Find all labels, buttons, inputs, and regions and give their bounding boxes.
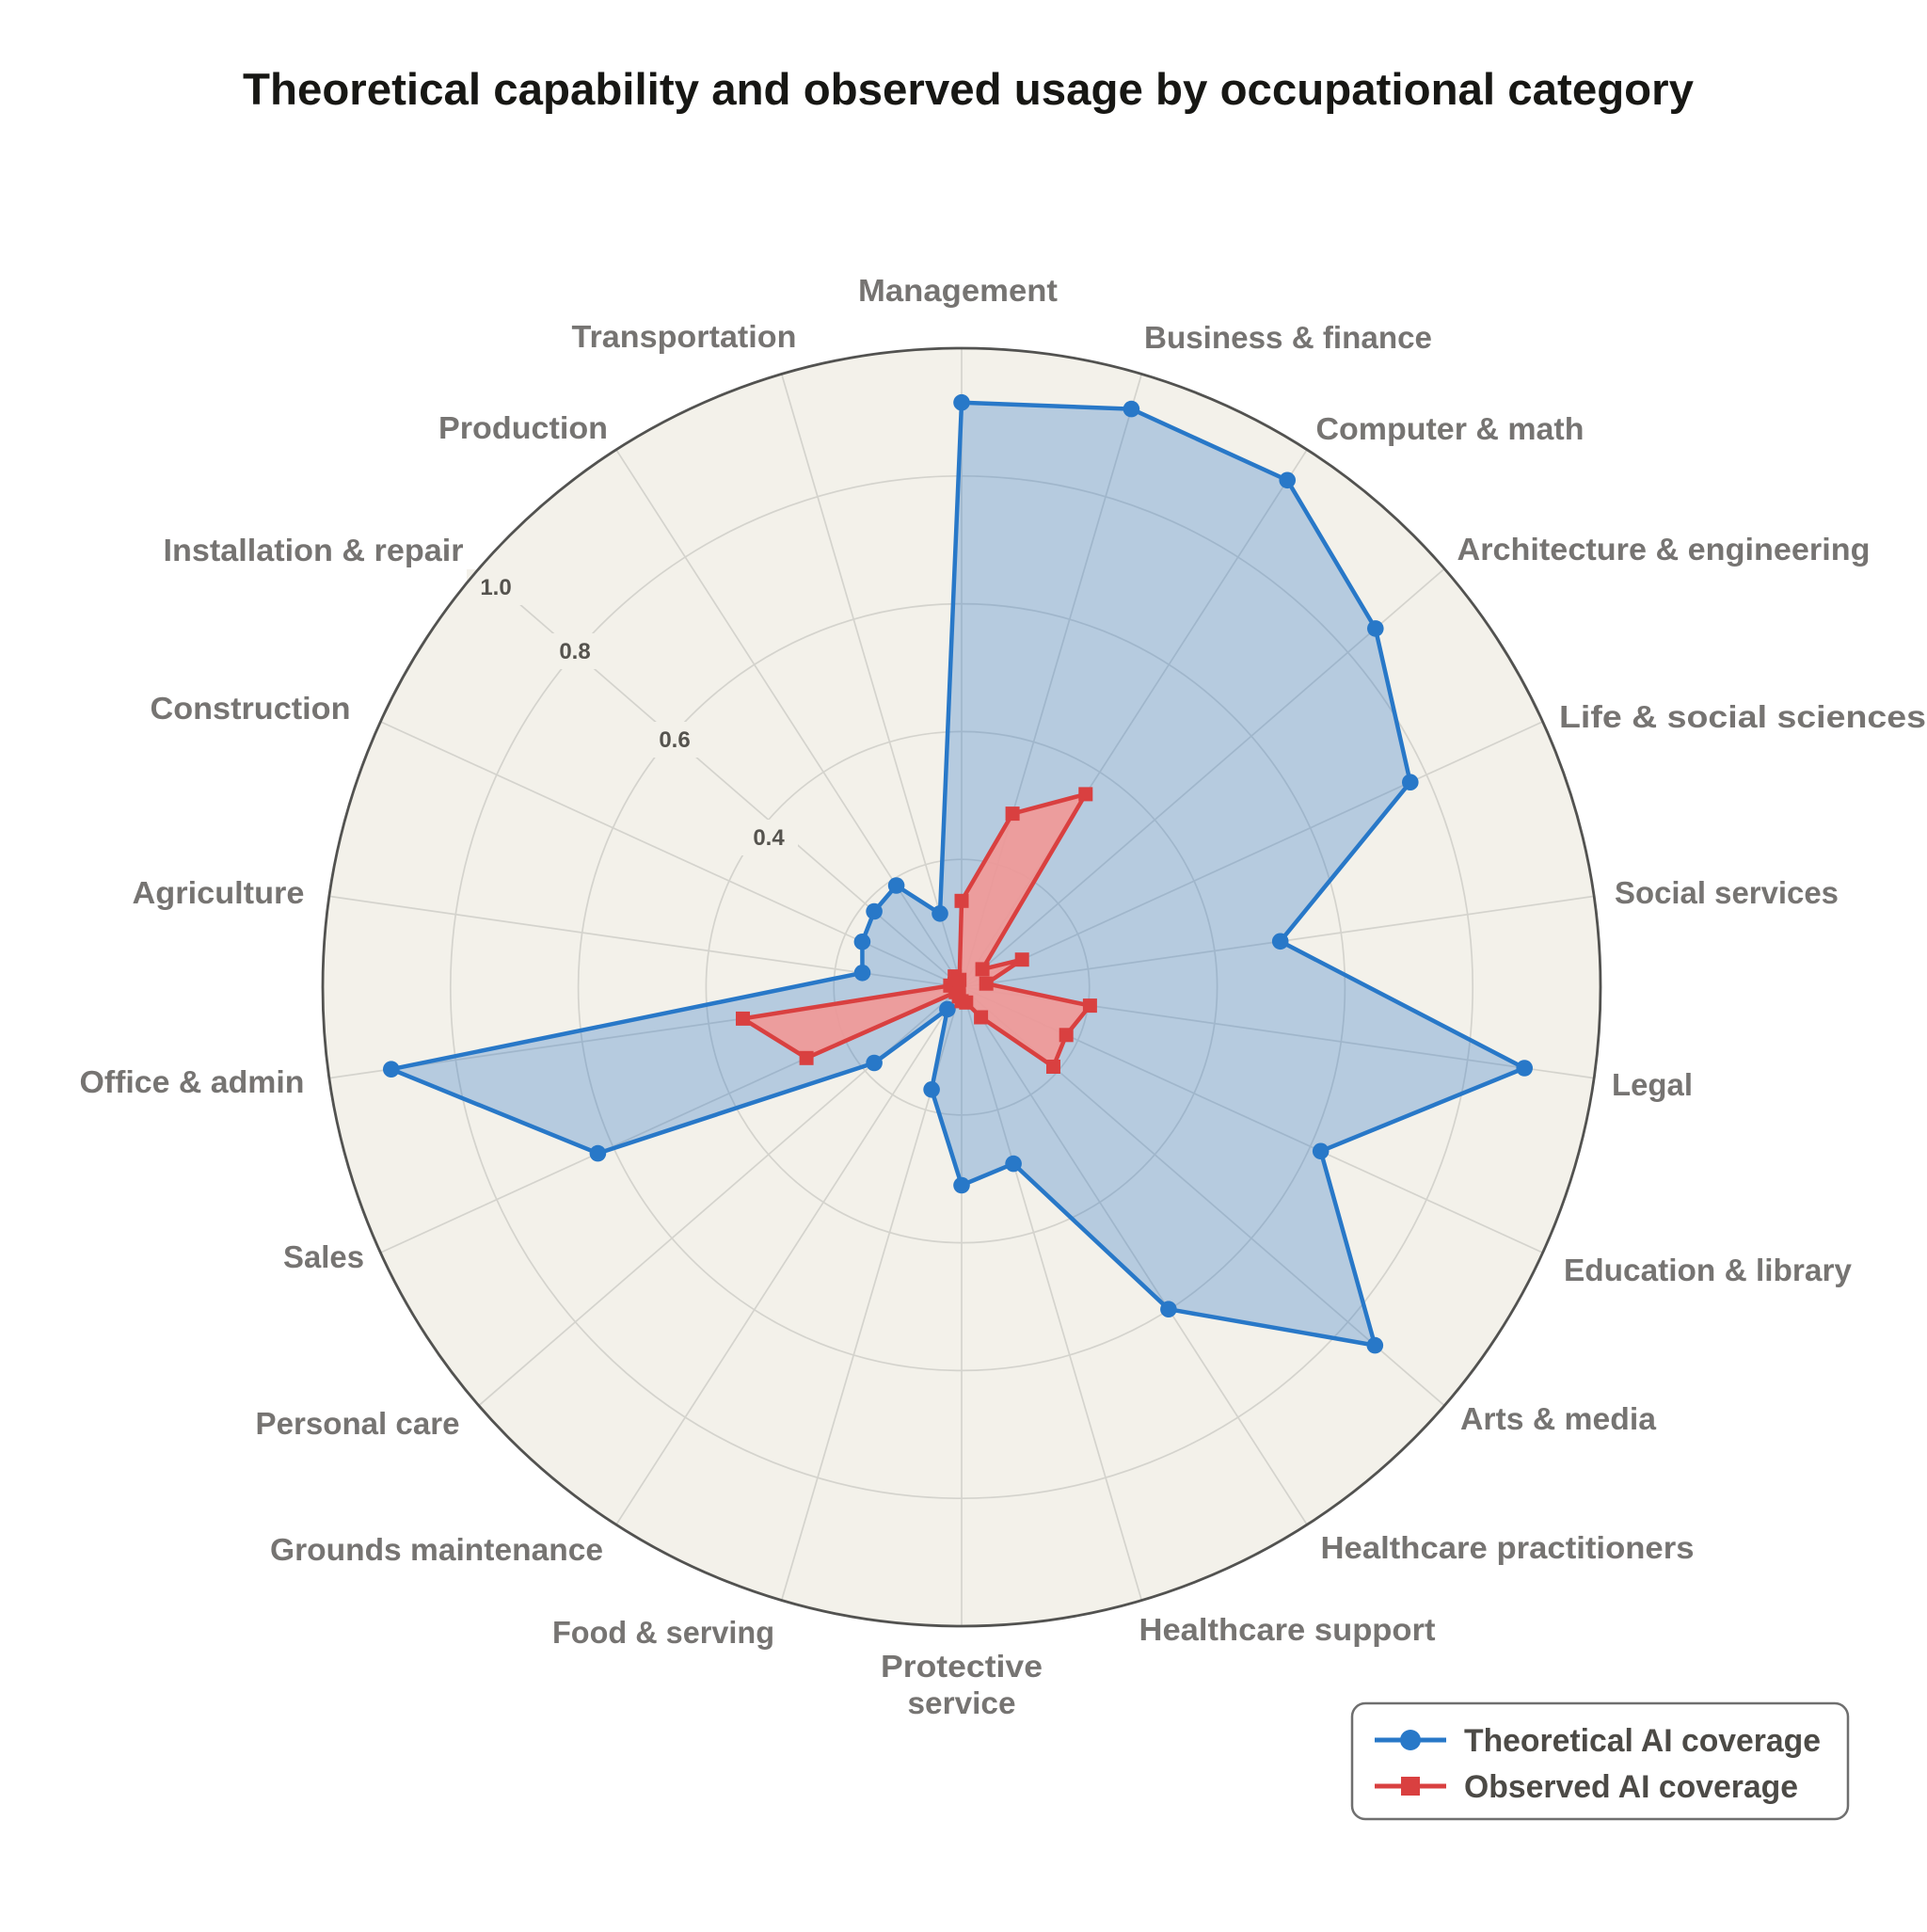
svg-text:Life & social sciences: Life & social sciences bbox=[1559, 699, 1926, 734]
svg-text:0.4: 0.4 bbox=[753, 825, 785, 851]
svg-text:Arts & media: Arts & media bbox=[1460, 1401, 1657, 1436]
svg-text:Architecture & engineering: Architecture & engineering bbox=[1457, 532, 1871, 567]
svg-text:Protective: Protective bbox=[881, 1649, 1043, 1684]
svg-text:Production: Production bbox=[438, 410, 608, 445]
svg-text:service: service bbox=[908, 1685, 1016, 1720]
svg-text:Legal: Legal bbox=[1612, 1067, 1693, 1102]
svg-text:Social services: Social services bbox=[1615, 875, 1839, 910]
svg-text:0.8: 0.8 bbox=[559, 639, 590, 664]
svg-text:Construction: Construction bbox=[151, 691, 351, 726]
svg-text:Personal care: Personal care bbox=[256, 1406, 460, 1441]
svg-text:1.0: 1.0 bbox=[480, 575, 511, 600]
svg-text:Transportation: Transportation bbox=[572, 319, 797, 354]
svg-text:Computer & math: Computer & math bbox=[1316, 411, 1585, 446]
svg-text:Grounds maintenance: Grounds maintenance bbox=[270, 1532, 603, 1567]
svg-text:Theoretical capability and obs: Theoretical capability and observed usag… bbox=[243, 65, 1695, 115]
svg-text:Healthcare practitioners: Healthcare practitioners bbox=[1321, 1530, 1695, 1565]
svg-text:Agriculture: Agriculture bbox=[133, 875, 305, 910]
svg-text:Observed AI coverage: Observed AI coverage bbox=[1464, 1769, 1798, 1805]
svg-text:Installation & repair: Installation & repair bbox=[164, 533, 464, 567]
svg-text:0.6: 0.6 bbox=[659, 727, 690, 753]
svg-text:Theoretical AI coverage: Theoretical AI coverage bbox=[1464, 1723, 1821, 1759]
svg-text:Healthcare support: Healthcare support bbox=[1139, 1612, 1436, 1647]
svg-text:Education & library: Education & library bbox=[1564, 1253, 1853, 1287]
svg-text:Management: Management bbox=[858, 273, 1058, 308]
svg-text:Sales: Sales bbox=[283, 1239, 364, 1274]
svg-text:Business & finance: Business & finance bbox=[1144, 320, 1432, 355]
svg-text:Office & admin: Office & admin bbox=[80, 1064, 305, 1099]
svg-text:Food & serving: Food & serving bbox=[552, 1615, 774, 1650]
